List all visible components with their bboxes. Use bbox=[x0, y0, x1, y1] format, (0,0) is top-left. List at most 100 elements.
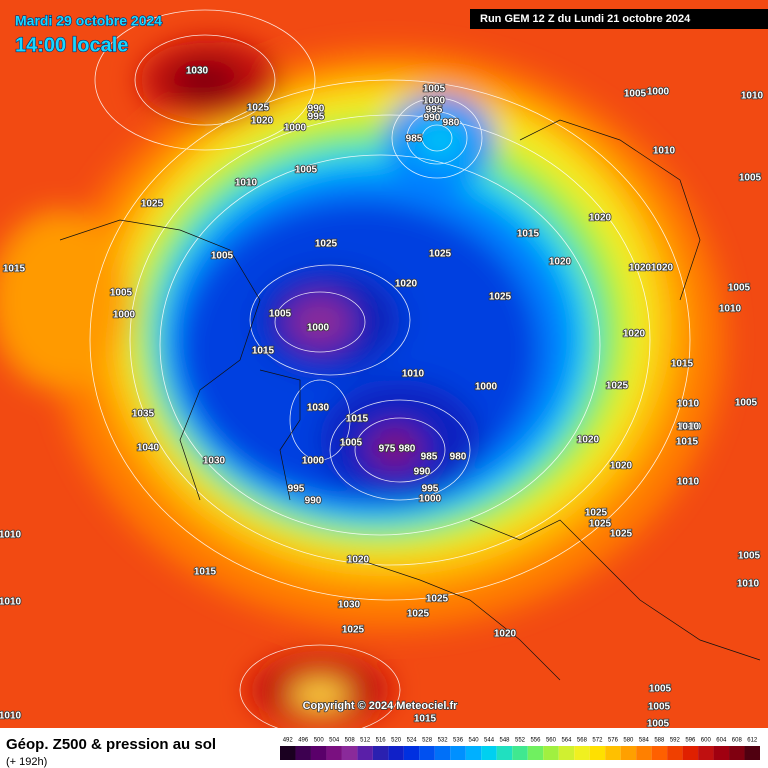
isobar-label: 1025 bbox=[585, 508, 608, 519]
isobar-label: 1040 bbox=[137, 443, 160, 454]
isobar-label: 1005 bbox=[211, 251, 234, 262]
scale-swatch bbox=[512, 746, 528, 760]
scale-label: 504 bbox=[329, 738, 340, 744]
scale-label: 524 bbox=[407, 738, 418, 744]
isobar-label: 1005 bbox=[624, 89, 647, 100]
scale-label: 548 bbox=[500, 738, 511, 744]
scale-swatch bbox=[326, 746, 342, 760]
isobar-label: 980 bbox=[399, 444, 416, 455]
scale-label: 608 bbox=[732, 738, 743, 744]
isobar-label: 1010 bbox=[0, 711, 22, 722]
isobar-label: 1000 bbox=[475, 382, 498, 393]
isobar-label: 1000 bbox=[647, 87, 670, 98]
isobar-label: 1005 bbox=[110, 288, 133, 299]
isobar-label: 1005 bbox=[647, 719, 670, 730]
isobar-label: 1020 bbox=[347, 555, 370, 566]
isobar-label: 1025 bbox=[610, 529, 633, 540]
isobar-label: 1020 bbox=[251, 116, 274, 127]
isobar-label: 1000 bbox=[302, 456, 325, 467]
scale-label: 604 bbox=[716, 738, 727, 744]
scale-swatch bbox=[605, 746, 621, 760]
isobar-label: 1020 bbox=[589, 213, 612, 224]
isobar-label: 1030 bbox=[338, 600, 361, 611]
isobar-label: 995 bbox=[288, 484, 305, 495]
run-info: Run GEM 12 Z du Lundi 21 octobre 2024 bbox=[480, 13, 691, 25]
scale-swatch bbox=[419, 746, 435, 760]
isobar-label: 1025 bbox=[589, 519, 612, 530]
isobar-label: 1025 bbox=[247, 103, 270, 114]
scale-swatch bbox=[295, 746, 311, 760]
scale-swatch bbox=[434, 746, 451, 760]
scale-swatch bbox=[465, 746, 482, 760]
scale-label: 528 bbox=[422, 738, 433, 744]
scale-label: 572 bbox=[592, 738, 603, 744]
isobar-label: 1015 bbox=[671, 359, 694, 370]
isobar-label: 1010 bbox=[741, 91, 764, 102]
isobar-label: 995 bbox=[308, 112, 325, 123]
isobar-label: 1010 bbox=[719, 304, 742, 315]
scale-label: 588 bbox=[654, 738, 665, 744]
isobar-label: 1025 bbox=[489, 292, 512, 303]
isobar-label: 1005 bbox=[649, 684, 672, 695]
scale-label: 584 bbox=[639, 738, 650, 744]
scale-swatch bbox=[403, 746, 420, 760]
isobar-label: 1010 bbox=[402, 369, 425, 380]
scale-swatch bbox=[543, 746, 559, 760]
isobar-label: 985 bbox=[421, 452, 438, 463]
isobar-label: 1015 bbox=[676, 437, 699, 448]
scale-swatch bbox=[558, 746, 575, 760]
isobar-label: 1010 bbox=[677, 422, 700, 433]
isobar-label: 1015 bbox=[3, 264, 26, 275]
isobar-label: 1025 bbox=[342, 625, 365, 636]
scale-swatch bbox=[744, 746, 760, 760]
copyright: Copyright © 2024 Meteociel.fr bbox=[303, 700, 459, 712]
scale-label: 596 bbox=[685, 738, 696, 744]
isobar-label: 1020 bbox=[651, 263, 674, 274]
scale-swatch bbox=[651, 746, 668, 760]
isobar-label: 1030 bbox=[186, 66, 209, 77]
scale-label: 508 bbox=[345, 738, 356, 744]
isobar-label: 1005 bbox=[739, 173, 762, 184]
scale-swatch bbox=[713, 746, 730, 760]
scale-label: 496 bbox=[298, 738, 309, 744]
scale-label: 500 bbox=[314, 738, 325, 744]
scale-label: 552 bbox=[515, 738, 526, 744]
isobar-label: 1020 bbox=[395, 279, 418, 290]
isobar-label: 1025 bbox=[429, 249, 452, 260]
isobar-label: 1010 bbox=[677, 477, 700, 488]
scale-swatch bbox=[682, 746, 699, 760]
isobar-label: 980 bbox=[450, 452, 467, 463]
scale-swatch bbox=[667, 746, 683, 760]
isobar-label: 1025 bbox=[426, 594, 449, 605]
scale-swatch bbox=[481, 746, 497, 760]
scale-label: 536 bbox=[453, 738, 464, 744]
scale-label: 576 bbox=[608, 738, 619, 744]
isobar-label: 1010 bbox=[737, 579, 760, 590]
scale-swatch bbox=[527, 746, 544, 760]
scale-swatch bbox=[729, 746, 745, 760]
scale-swatch bbox=[388, 746, 404, 760]
isobar-label: 1005 bbox=[648, 702, 671, 713]
scale-swatch bbox=[496, 746, 513, 760]
scale-label: 492 bbox=[283, 738, 294, 744]
scale-label: 512 bbox=[360, 738, 371, 744]
forecast-date: Mardi 29 octobre 2024 bbox=[15, 13, 162, 29]
scale-label: 532 bbox=[438, 738, 449, 744]
isobar-label: 1025 bbox=[407, 609, 430, 620]
run-box bbox=[470, 9, 768, 29]
color-scale: 492 496 500 504 508 512 516 520 524 528 532 536 540 5… bbox=[280, 738, 760, 760]
isobar-label: 1015 bbox=[346, 414, 369, 425]
isobar-label: 1005 bbox=[295, 165, 318, 176]
isobar-label: 1005 bbox=[728, 283, 751, 294]
isobar-label: 1005 bbox=[269, 309, 292, 320]
isobar-label: 1020 bbox=[494, 629, 517, 640]
scale-swatch bbox=[341, 746, 358, 760]
isobar-label: 975 bbox=[379, 444, 396, 455]
isobar-label: 1020 bbox=[549, 257, 572, 268]
isobar-label: 1025 bbox=[141, 199, 164, 210]
scale-swatch bbox=[620, 746, 637, 760]
scale-swatch bbox=[574, 746, 590, 760]
isobar-label: 1015 bbox=[252, 346, 275, 357]
isobar-label: 1015 bbox=[194, 567, 217, 578]
